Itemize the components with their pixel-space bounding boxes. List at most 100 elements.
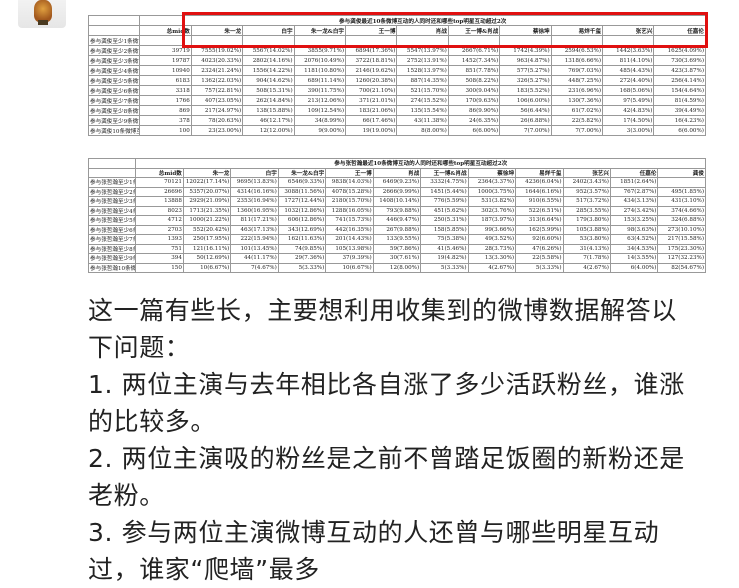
- table-cell: 324(6.88%): [657, 215, 706, 226]
- table-cell: 343(12.69%): [277, 224, 327, 235]
- table-cell: 1393: [135, 234, 184, 245]
- table-cell: 390(11.75%): [293, 85, 347, 96]
- post-paragraph: 2. 两位主演吸的粉丝是之前不曾踏足饭圈的新粉还是老粉。: [88, 444, 685, 510]
- table-cell: [657, 177, 706, 188]
- table-row: 参与龚俊至少7条微博互动1766407(23.05%)262(14.84%)21…: [87, 95, 706, 106]
- table-cell: 522(6.51%): [515, 205, 564, 216]
- table-cell: 274(3.42%): [609, 205, 659, 216]
- table-cell: 34(8.99%): [293, 115, 347, 126]
- row-label: 参与龚俊至少6条微博互动: [87, 85, 141, 96]
- table-row: 参与张哲瀚10条微博互动15010(6.67%)7(4.67%)5(3.33%)…: [87, 262, 706, 273]
- table-cell: 751: [135, 243, 184, 254]
- table-cell: 531(3.82%): [467, 196, 517, 207]
- column-header: 王一博&肖战: [420, 167, 469, 178]
- table-cell: 869: [139, 105, 192, 116]
- table-cell: 6(6.00%): [653, 125, 706, 136]
- table-cell: 28(3.73%): [467, 243, 517, 254]
- table-cell: 3(3.00%): [602, 125, 655, 136]
- table-cell: 4314(16.16%): [230, 186, 279, 197]
- table-cell: 2180(15.70%): [325, 196, 374, 207]
- table-cell: 6(4.00%): [609, 262, 659, 273]
- table-cell: 5(3.33%): [515, 262, 564, 273]
- column-header: 总mid数: [135, 167, 184, 178]
- table-title-row: 参与张哲瀚最近10条微博互动的人同时还和哪些top明星互动超过2次: [87, 158, 706, 169]
- table-cell: 47(6.26%): [515, 243, 564, 254]
- table-zhangzhehan-fan-overlap[interactable]: 参与张哲瀚最近10条微博互动的人同时还和哪些top明星互动超过2次 总mid数 朱一…: [87, 158, 706, 273]
- table-cell: 183(5.52%): [499, 85, 552, 96]
- table-cell: 50(12.69%): [182, 253, 232, 264]
- table-cell: 10(6.67%): [182, 262, 232, 273]
- table-cell: 12022(17.14%): [182, 177, 232, 188]
- post-paragraph: 这一篇有些长，主要想利用收集到的微博数据解答以下问题：: [88, 296, 677, 362]
- table-cell: 30(7.61%): [372, 253, 422, 264]
- column-header: 朱一龙: [182, 167, 232, 178]
- table-cell: 31(4.13%): [562, 243, 611, 254]
- table-cell: 3332(4.75%): [420, 177, 469, 188]
- table-cell: 9838(14.03%): [325, 177, 374, 188]
- table-cell: 606(12.86%): [277, 215, 327, 226]
- row-label: 参与张哲瀚至少9条微博互动: [87, 253, 137, 264]
- table-cell: 12(8.00%): [372, 262, 422, 273]
- post-paragraph: 1. 两位主演与去年相比各自涨了多少活跃粉丝，谁涨的比较多。: [88, 370, 685, 436]
- table-cell: 757(22.81%): [190, 85, 244, 96]
- table-cell: 4(2.67%): [467, 262, 517, 273]
- table-cell: 577(5.27%): [499, 65, 552, 76]
- table-cell: 448(7.25%): [550, 75, 604, 86]
- table-cell: 552(20.42%): [182, 224, 232, 235]
- table-row: 参与张哲瀚至少5条微博互动47121000(21.22%)811(17.21%)…: [87, 215, 706, 226]
- table-title: 参与张哲瀚最近10条微博互动的人同时还和哪些top明星互动超过2次: [135, 158, 706, 169]
- table-cell: 2703: [135, 224, 184, 235]
- table-cell: 1644(6.16%): [515, 186, 564, 197]
- table-cell: 741(15.73%): [325, 215, 374, 226]
- table-cell: 2929(21.09%): [182, 196, 232, 207]
- table-cell: 127(32.23%): [657, 253, 706, 264]
- table-cell: 1452(7.34%): [447, 55, 501, 66]
- table-cell: 904(14.62%): [242, 75, 295, 86]
- table-cell: 29(7.36%): [277, 253, 327, 264]
- table-cell: 42(4.83%): [602, 105, 655, 116]
- table-cell: 82(54.67%): [657, 262, 706, 273]
- row-label: 参与龚俊至少5条微博互动: [87, 75, 141, 86]
- table-cell: 495(1.85%): [657, 186, 706, 197]
- table-row: 参与张哲瀚至少8条微博互动751121(16.11%)101(13.45%)74…: [87, 243, 706, 254]
- row-label: 参与龚俊至少7条微博互动: [87, 95, 141, 106]
- table-cell: 2402(3.43%): [562, 177, 611, 188]
- row-label: 参与张哲瀚至少5条微博互动: [87, 215, 137, 226]
- column-header: 朱一龙&白宇: [277, 167, 327, 178]
- row-label: 参与龚俊10条微博互动: [87, 125, 141, 136]
- table-row: 参与龚俊至少9条微博互动37878(20.63%)46(12.17%)34(8.…: [87, 115, 706, 126]
- table-cell: 16(4.23%): [653, 115, 706, 126]
- table-cell: 1851(2.64%): [609, 177, 659, 188]
- table-cell: 8(8.00%): [396, 125, 449, 136]
- table-cell: 59(7.86%): [372, 243, 422, 254]
- table-cell: 313(6.64%): [515, 215, 564, 226]
- table-cell: 39(4.49%): [653, 105, 706, 116]
- table-cell: 910(6.55%): [515, 196, 564, 207]
- table-cell: 154(4.64%): [653, 85, 706, 96]
- table-cell: 43(11.38%): [396, 115, 449, 126]
- table-cell: 97(5.49%): [602, 95, 655, 106]
- table-cell: 201(14.43%): [325, 234, 374, 245]
- table-cell: 61(7.02%): [550, 105, 604, 116]
- highlight-box: [182, 12, 708, 48]
- column-header: 龚俊: [657, 167, 706, 178]
- table-row: 参与张哲瀚至少3条微博互动138882929(21.09%)2353(16.94…: [87, 196, 706, 207]
- table-cell: 7(4.67%): [230, 262, 279, 273]
- table-gongjun-fan-overlap[interactable]: 参与龚俊最近10条微博互动的人同时还和哪些top明星互动超过2次 总mid数 朱一龙…: [87, 15, 706, 136]
- table-cell: 302(3.76%): [467, 205, 517, 216]
- table-row: 参与龚俊10条微博互动10023(23.00%)12(12.00%)9(9.00…: [87, 125, 706, 136]
- column-header: 张艺兴: [562, 167, 611, 178]
- table-cell: 101(13.45%): [230, 243, 279, 254]
- table-cell: 24(6.35%): [447, 115, 501, 126]
- table-cell: 963(4.87%): [499, 55, 552, 66]
- row-label: 参与张哲瀚至少7条微博互动: [87, 234, 137, 245]
- table-cell: 22(5.58%): [515, 253, 564, 264]
- table-cell: 793(9.88%): [372, 205, 422, 216]
- table-row: 参与张哲瀚至少1条微博互动7012112022(17.14%)9695(13.8…: [87, 177, 706, 188]
- table-cell: 730(3.69%): [653, 55, 706, 66]
- avatar[interactable]: [18, 0, 66, 28]
- table-cell: 769(7.03%): [550, 65, 604, 76]
- table-cell: 1528(13.97%): [396, 65, 449, 76]
- table-cell: 267(9.88%): [372, 224, 422, 235]
- column-header: 蔡徐坤: [467, 167, 517, 178]
